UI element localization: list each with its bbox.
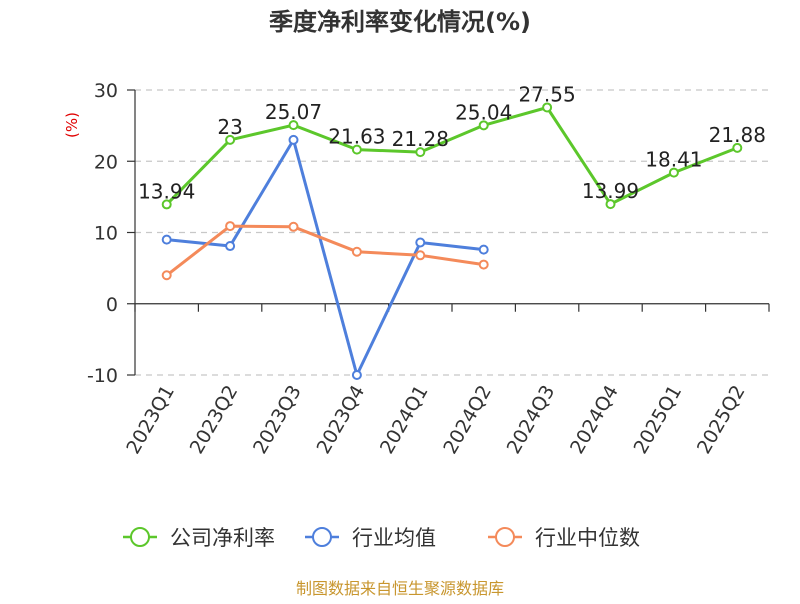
data-label: 21.63 bbox=[328, 125, 385, 149]
data-point bbox=[732, 142, 743, 153]
data-point bbox=[161, 234, 172, 245]
x-tick-label: 2024Q1 bbox=[376, 382, 433, 458]
legend-label: 行业中位数 bbox=[535, 526, 640, 550]
legend-marker bbox=[495, 527, 515, 547]
source-note: 制图数据来自恒生聚源数据库 bbox=[296, 579, 504, 598]
data-point bbox=[351, 144, 362, 155]
legend-marker bbox=[130, 527, 150, 547]
data-label: 18.41 bbox=[645, 148, 702, 172]
x-tick-label: 2024Q2 bbox=[439, 382, 496, 458]
legend-label: 行业均值 bbox=[352, 526, 436, 550]
legend-label: 公司净利率 bbox=[170, 526, 275, 550]
y-tick-label: 30 bbox=[94, 80, 118, 102]
y-tick-label: 0 bbox=[106, 294, 118, 316]
data-point bbox=[542, 102, 553, 113]
x-tick-label: 2024Q4 bbox=[566, 382, 623, 458]
data-point bbox=[351, 246, 362, 257]
data-point bbox=[605, 199, 616, 210]
data-point bbox=[351, 370, 362, 380]
y-tick-label: -10 bbox=[87, 365, 118, 387]
data-point bbox=[288, 120, 299, 131]
data-point bbox=[288, 134, 299, 145]
legend-marker bbox=[312, 527, 332, 547]
series-line bbox=[166, 138, 484, 377]
data-point bbox=[225, 134, 236, 145]
data-point bbox=[161, 270, 172, 281]
x-tick-label: 2023Q1 bbox=[122, 382, 179, 458]
x-tick-label: 2024Q3 bbox=[503, 382, 560, 458]
chart-title: 季度净利率变化情况(%) bbox=[269, 8, 531, 36]
data-point bbox=[668, 167, 679, 178]
data-point bbox=[225, 221, 236, 232]
y-axis-label: (%) bbox=[63, 112, 81, 138]
data-point bbox=[415, 250, 426, 261]
x-tick-label: 2023Q4 bbox=[312, 382, 369, 458]
grid-lines bbox=[135, 89, 769, 376]
data-point bbox=[225, 241, 236, 252]
data-point bbox=[478, 259, 489, 270]
series-line bbox=[165, 106, 738, 206]
x-tick-label: 2023Q2 bbox=[186, 382, 243, 458]
y-tick-label: 20 bbox=[94, 151, 118, 173]
data-label: 25.07 bbox=[265, 100, 322, 124]
x-tick-label: 2025Q2 bbox=[693, 382, 750, 458]
data-label: 27.55 bbox=[518, 82, 575, 106]
legend: 公司净利率 行业均值 行业中位数 bbox=[123, 526, 640, 550]
data-point bbox=[288, 221, 299, 232]
y-tick-label: 10 bbox=[94, 223, 118, 245]
data-point bbox=[478, 244, 489, 255]
x-tick-label: 2023Q3 bbox=[249, 382, 306, 458]
data-label: 21.28 bbox=[392, 127, 449, 151]
data-label: 21.88 bbox=[709, 123, 766, 147]
data-point bbox=[478, 120, 489, 131]
data-point bbox=[415, 237, 426, 248]
data-point bbox=[415, 147, 426, 158]
data-label: 13.94 bbox=[138, 179, 195, 203]
data-label: 13.99 bbox=[582, 179, 639, 203]
data-label: 23 bbox=[217, 115, 242, 139]
data-label: 25.04 bbox=[455, 100, 512, 124]
series-line bbox=[165, 224, 484, 277]
data-point bbox=[161, 199, 172, 210]
x-tick-label: 2025Q1 bbox=[629, 382, 686, 458]
series-layer bbox=[161, 102, 743, 380]
